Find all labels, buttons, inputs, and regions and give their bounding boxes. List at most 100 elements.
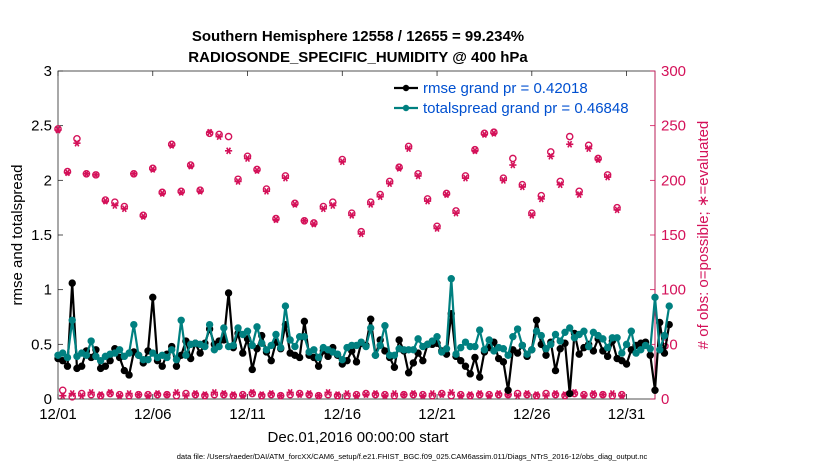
obs-evaluated-stroke — [169, 141, 175, 149]
obs-evaluated-stroke — [491, 129, 497, 137]
totalspread-marker — [172, 355, 181, 364]
obs-evaluated-stroke — [278, 392, 284, 400]
totalspread-marker — [471, 342, 479, 351]
obs-evaluated-stroke — [240, 392, 246, 400]
y-tick-label-right: 300 — [661, 63, 686, 80]
obs-evaluated-stroke — [581, 392, 587, 400]
y-tick-label-left: 1.5 — [31, 227, 52, 244]
totalspread-marker — [96, 357, 105, 365]
y-axis-left-label: rmse and totalspread — [9, 165, 26, 306]
totalspread-marker — [627, 327, 636, 335]
obs-evaluated-marker — [111, 201, 119, 210]
obs-evaluated-marker — [509, 161, 517, 169]
obs-evaluated-marker — [291, 200, 299, 208]
obs-evaluated-stroke — [273, 216, 279, 224]
rmse-marker — [267, 357, 275, 365]
obs-possible-marker — [395, 163, 403, 172]
rmse-marker — [300, 317, 309, 326]
obs-possible-marker — [220, 390, 228, 399]
obs-evaluated-marker — [82, 170, 91, 178]
obs-evaluated-marker — [73, 139, 81, 147]
obs-possible-marker — [589, 390, 598, 399]
obs-evaluated-stroke — [306, 390, 312, 398]
obs-evaluated-marker — [414, 172, 422, 180]
obs-evaluated-stroke — [330, 201, 336, 210]
rmse-marker — [589, 347, 598, 355]
obs-evaluated-marker — [106, 388, 114, 396]
obs-evaluated-stroke — [301, 217, 307, 225]
obs-possible-marker — [532, 391, 541, 400]
obs-evaluated-marker — [499, 176, 507, 184]
totalspread-marker — [532, 327, 541, 335]
rmse-marker — [395, 336, 403, 344]
obs-evaluated-marker — [604, 173, 612, 181]
obs-possible-marker — [115, 390, 124, 399]
totalspread-marker — [504, 351, 512, 359]
rmse-marker — [224, 289, 233, 297]
obs-evaluated-marker — [480, 130, 489, 138]
obs-evaluated-stroke — [117, 392, 123, 400]
obs-evaluated-stroke — [335, 391, 341, 399]
obs-evaluated-stroke — [472, 147, 478, 155]
rmse-marker — [125, 371, 133, 379]
y-tick-label-right: 0 — [661, 391, 669, 408]
obs-evaluated-marker — [409, 390, 417, 398]
totalspread-marker — [177, 316, 185, 324]
obs-evaluated-stroke — [230, 391, 236, 399]
obs-evaluated-stroke — [311, 220, 317, 228]
rmse-marker — [651, 386, 659, 394]
obs-evaluated-stroke — [448, 388, 454, 396]
totalspread-marker — [528, 346, 536, 354]
rmse-marker — [461, 362, 470, 370]
obs-evaluated-stroke — [358, 230, 364, 238]
obs-evaluated-marker — [405, 145, 413, 153]
totalspread-marker — [542, 345, 550, 353]
plot-area: 12/01 12/06 12/11 12/16 12/21 12/26 12/31 0 0.5 1… — [31, 63, 686, 423]
obs-evaluated-marker — [153, 390, 162, 398]
x-tick-label: 12/06 — [134, 406, 172, 423]
rmse-marker — [457, 357, 465, 365]
totalspread-marker — [603, 343, 612, 352]
totalspread-marker — [622, 340, 631, 349]
obs-evaluated-stroke — [458, 392, 464, 400]
totalspread-marker — [561, 328, 569, 337]
totalspread-marker — [447, 275, 455, 283]
obs-evaluated-stroke — [121, 205, 127, 213]
totalspread-marker — [276, 343, 285, 352]
rmse-marker — [504, 386, 512, 394]
obs-evaluated-stroke — [496, 390, 502, 398]
obs-possible-marker — [442, 189, 451, 198]
totalspread-marker — [215, 342, 223, 351]
rmse-marker — [248, 365, 256, 374]
obs-possible-marker — [167, 140, 176, 149]
obs-possible-marker — [106, 389, 114, 398]
totalspread-marker — [59, 349, 67, 357]
obs-evaluated-stroke — [136, 391, 142, 399]
obs-evaluated-stroke — [486, 392, 492, 400]
obs-possible-marker — [257, 391, 266, 400]
totalspread-marker — [300, 332, 309, 341]
rmse-marker — [239, 349, 247, 357]
obs-evaluated-marker — [580, 392, 588, 400]
totalspread-marker — [480, 346, 489, 354]
obs-evaluated-stroke — [207, 128, 213, 136]
obs-possible-marker — [419, 390, 427, 399]
totalspread-marker — [646, 345, 654, 353]
obs-evaluated-stroke — [173, 388, 179, 396]
footer-data-file: data file: /Users/raeder/DAI/ATM_forcXX/… — [177, 452, 648, 461]
rmse-marker — [575, 350, 583, 358]
obs-evaluated-marker — [59, 392, 67, 400]
obs-evaluated-marker — [201, 391, 209, 399]
obs-evaluated-marker — [63, 169, 72, 177]
totalspread-marker — [333, 350, 342, 358]
obs-evaluated-marker — [348, 211, 356, 219]
obs-evaluated-stroke — [292, 200, 298, 208]
obs-evaluated-marker — [400, 391, 408, 399]
totalspread-marker — [547, 340, 555, 349]
obs-evaluated-marker — [281, 174, 290, 182]
obs-evaluated-stroke — [249, 388, 255, 396]
obs-evaluated-marker — [471, 147, 479, 155]
obs-evaluated-stroke — [415, 172, 421, 180]
totalspread-marker — [442, 345, 451, 353]
obs-possible-marker — [494, 390, 503, 399]
